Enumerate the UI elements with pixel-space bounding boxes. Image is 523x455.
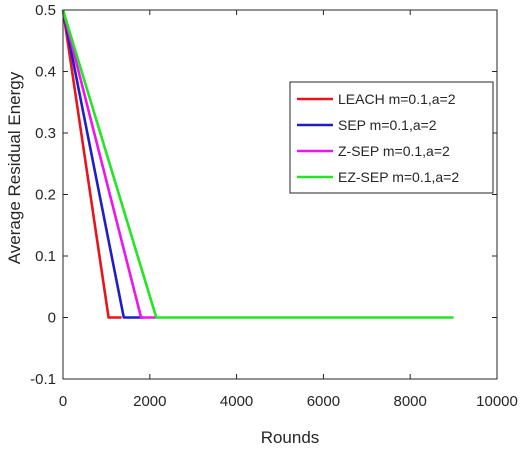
legend-entry-1: SEP m=0.1,a=2 [338, 117, 437, 133]
plot-area [63, 10, 497, 379]
y-tick-label: 0.4 [35, 64, 56, 81]
x-axis-label: Rounds [261, 428, 320, 447]
y-axis-label: Average Residual Energy [5, 71, 24, 264]
x-tick-label: 6000 [307, 393, 340, 410]
series-layer [61, 9, 454, 319]
plot-background [63, 10, 497, 379]
x-tick-label: 2000 [133, 393, 166, 410]
y-tick-label: -0.1 [30, 371, 56, 388]
legend-entry-2: Z-SEP m=0.1,a=2 [338, 143, 450, 159]
x-tick-label: 0 [59, 393, 67, 410]
series-line-2 [61, 9, 157, 319]
series-line-0 [61, 9, 122, 319]
y-tick-label: 0.1 [35, 248, 56, 265]
x-tick-label: 4000 [220, 393, 253, 410]
legend-entry-0: LEACH m=0.1,a=2 [338, 91, 456, 107]
y-tick-label: 0.2 [35, 187, 56, 204]
legend-entry-3: EZ-SEP m=0.1,a=2 [338, 169, 459, 185]
legend-box [289, 81, 494, 194]
y-tick-label: 0 [48, 310, 56, 327]
legend: LEACH m=0.1,a=2 SEP m=0.1,a=2 Z-SEP m=0.1,… [289, 81, 494, 194]
x-tick-label: 10000 [476, 393, 518, 410]
y-tick-label: 0.5 [35, 2, 56, 19]
axes-layer: 0 2000 4000 6000 8000 10000-0.100.10.20.30.40… [30, 2, 518, 410]
x-tick-label: 8000 [394, 393, 427, 410]
series-line-1 [61, 9, 144, 319]
y-tick-label: 0.3 [35, 125, 56, 142]
series-line-3 [61, 9, 454, 319]
